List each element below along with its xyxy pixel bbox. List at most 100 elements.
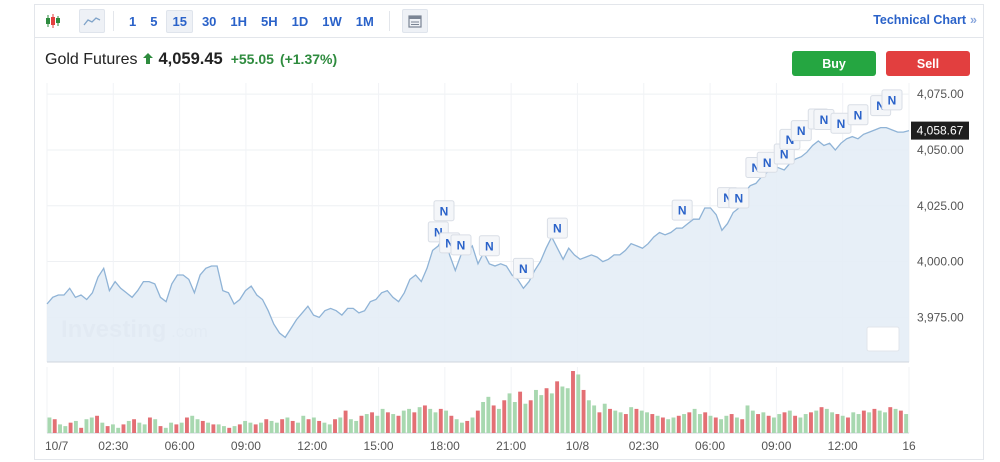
volume-bar: [89, 417, 94, 433]
timeframe-1w[interactable]: 1W: [322, 13, 342, 29]
volume-bar: [497, 408, 501, 433]
timeframe-5h[interactable]: 5H: [261, 13, 278, 29]
volume-bar: [671, 417, 676, 433]
volume-bar: [623, 414, 628, 433]
news-marker-label: N: [786, 133, 795, 147]
timeframe-1h[interactable]: 1H: [230, 13, 248, 29]
volume-bar: [375, 415, 380, 433]
price-change-percent: (+1.37%): [279, 51, 338, 67]
news-marker: [450, 234, 472, 256]
x-tick-label: 16: [902, 439, 916, 453]
volume-bar: [195, 419, 200, 433]
volume-bar: [301, 415, 306, 433]
volume-bar: [269, 420, 274, 433]
volume-bar: [359, 415, 364, 433]
buy-button[interactable]: Buy: [792, 51, 876, 76]
news-marker-label: N: [434, 225, 443, 239]
volume-bar: [697, 414, 702, 433]
zoom-control: [866, 326, 900, 352]
timeframe-5[interactable]: 5: [150, 13, 158, 29]
news-marker-label: N: [763, 156, 772, 170]
volume-bar: [682, 414, 686, 433]
price-area: [47, 127, 909, 362]
chevron-right-icon: »: [970, 13, 977, 27]
timeframe-1m[interactable]: 1M: [355, 13, 374, 29]
news-marker: [546, 217, 568, 239]
volume-bar: [745, 405, 750, 433]
volume-bar: [470, 417, 475, 433]
volume-bar: [465, 420, 470, 433]
volume-bar: [290, 420, 295, 433]
news-marker: [512, 257, 534, 279]
x-tick-label: 18:00: [430, 439, 460, 453]
volume-bar: [676, 415, 681, 433]
volume-bar: [428, 408, 433, 433]
volume-bar: [814, 410, 819, 433]
volume-bar: [777, 414, 782, 433]
news-marker-label: N: [678, 204, 687, 218]
volume-bar: [719, 419, 724, 433]
news-marker: [433, 200, 455, 222]
news-marker: [728, 187, 750, 209]
volume-bar: [851, 412, 856, 433]
x-tick-label: 09:00: [231, 439, 261, 453]
technical-chart-label: Technical Chart: [873, 13, 967, 27]
volume-bar: [348, 419, 353, 433]
volume-bar: [364, 414, 369, 433]
news-marker-label: N: [440, 204, 449, 218]
x-tick-label: 06:00: [165, 439, 195, 453]
timeframe-1[interactable]: 1: [129, 13, 137, 29]
volume-bar: [179, 422, 184, 433]
x-tick-label: 09:00: [761, 439, 791, 453]
volume-bar: [438, 408, 443, 433]
volume-bar: [444, 410, 449, 433]
technical-chart-link[interactable]: Technical Chart»: [873, 13, 977, 27]
current-price-badge: [911, 121, 969, 140]
volume-bar: [174, 424, 179, 433]
volume-bar: [454, 419, 459, 433]
volume-bar: [877, 410, 882, 433]
volume-bar: [629, 407, 634, 433]
calendar-icon[interactable]: [401, 9, 428, 33]
volume-bar: [338, 417, 343, 433]
area-chart-icon[interactable]: [79, 9, 105, 33]
news-marker: [671, 199, 693, 221]
volume-bar: [184, 417, 189, 433]
y-tick-label: 4,000.00: [917, 255, 964, 269]
volume-bar: [734, 417, 739, 433]
volume-bar: [549, 393, 554, 433]
volume-bar: [666, 419, 671, 433]
volume-bar: [105, 426, 110, 433]
candlestick-icon[interactable]: [41, 10, 65, 32]
news-marker-label: N: [457, 238, 466, 252]
volume-bar: [459, 422, 464, 433]
volume-bar: [824, 408, 829, 433]
sell-button[interactable]: Sell: [886, 51, 970, 76]
volume-bar: [296, 422, 300, 433]
news-marker-label: N: [553, 222, 562, 236]
volume-bar: [63, 426, 68, 433]
timeframe-1d[interactable]: 1D: [291, 13, 309, 29]
volume-bar: [507, 393, 512, 433]
volume-bar: [861, 410, 866, 433]
volume-bar: [576, 374, 581, 433]
volume-bar: [158, 426, 163, 433]
volume-bar: [597, 412, 602, 433]
volume-bar: [391, 414, 396, 433]
volume-bar: [216, 424, 221, 433]
chart-widget: 1 5 15 30 1H 5H 1D 1W 1M Technical Chart…: [34, 4, 984, 460]
volume-bar: [237, 424, 242, 433]
volume-bar: [793, 415, 798, 433]
volume-bar: [787, 410, 792, 433]
volume-bar: [417, 407, 422, 433]
timeframe-15[interactable]: 15: [166, 9, 193, 33]
volume-bar: [846, 417, 850, 433]
volume-bar: [613, 410, 618, 433]
volume-bar: [190, 415, 195, 433]
price-chart[interactable]: 3,975.00 4,000.00 4,025.00 4,050.00 4,075.00…: [35, 5, 983, 459]
volume-bar: [687, 412, 692, 433]
timeframe-30[interactable]: 30: [201, 13, 217, 29]
volume-bar: [95, 415, 99, 433]
volume-bar: [534, 389, 538, 433]
volume-bar: [592, 405, 597, 433]
